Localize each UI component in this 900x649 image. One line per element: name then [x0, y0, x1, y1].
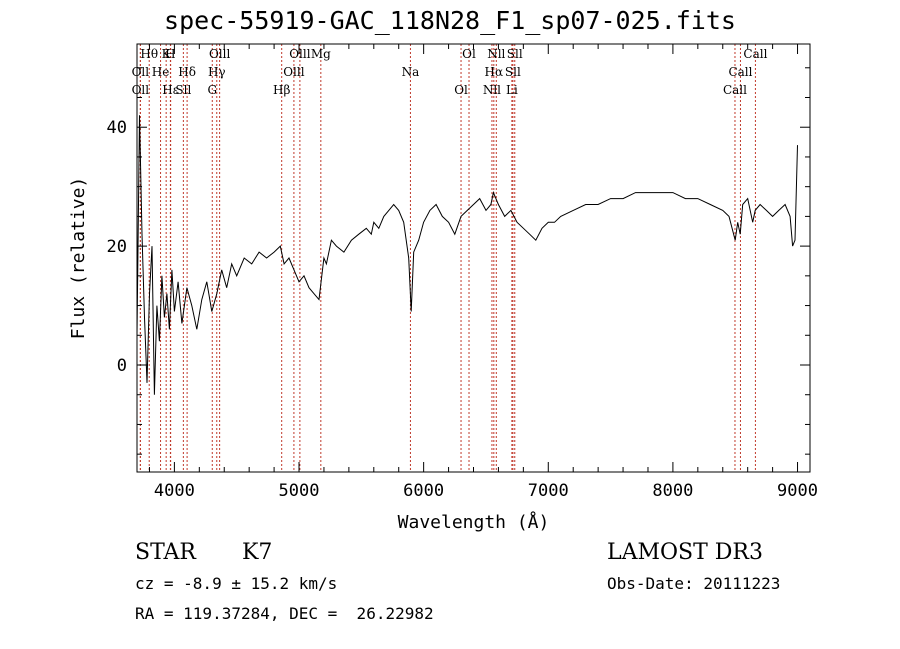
line-labels: Hθ Oll Oll K He Hε HHδ Sll Olll Hγ G Olll Olll Hβ Mg Na…	[132, 47, 768, 97]
spectral-line-label: Oll	[132, 65, 150, 79]
spectral-line-label: Nll	[487, 47, 505, 61]
spectral-line-label: Olll	[289, 47, 311, 61]
spectrum-line	[136, 115, 798, 395]
x-tick-label: 9000	[777, 481, 818, 501]
object-class: STAR	[135, 540, 196, 565]
y-tick-label: 20	[107, 237, 127, 257]
spectral-line-label: Call	[743, 47, 767, 61]
subclass: K7	[242, 540, 273, 565]
spectral-line-label: Sll	[505, 65, 521, 79]
x-tick-label: 7000	[528, 481, 569, 501]
spectral-line-label: Hθ	[140, 47, 158, 61]
spectral-line-label: Ol	[454, 83, 468, 97]
spectral-line-label: Hγ	[208, 65, 226, 79]
y-tick-label: 0	[117, 356, 127, 376]
spectral-line-label: Olll	[209, 47, 231, 61]
obs-date: Obs-Date: 20111223	[607, 574, 781, 593]
spectral-line-label: Oll	[132, 83, 150, 97]
spectral-line-label: Nll	[483, 83, 501, 97]
spectral-line-label: Call	[728, 65, 752, 79]
x-axis-label: Wavelength (Å)	[398, 511, 550, 533]
spectral-line-label: Na	[402, 65, 420, 79]
spectral-line-label: Sll	[175, 83, 191, 97]
plot-frame	[136, 43, 811, 473]
spectral-line-label: Hα	[485, 65, 504, 79]
x-tick-label: 6000	[403, 481, 444, 501]
spectral-line-label: He	[152, 65, 170, 79]
axis-ticks: 4000 5000 6000 7000 8000 9000 0 20 40	[107, 44, 818, 501]
spectral-line-label: Hδ	[178, 65, 196, 79]
series-layer	[136, 115, 798, 395]
x-tick-label: 5000	[279, 481, 320, 501]
coordinates: RA = 119.37284, DEC = 26.22982	[135, 604, 434, 623]
spectral-line-label: Li	[506, 83, 518, 97]
spectral-line-label: Mg	[311, 47, 331, 61]
spectral-line-label: Call	[723, 83, 747, 97]
spectral-line-label: Hβ	[273, 83, 290, 97]
spectral-lines	[139, 44, 756, 472]
spectral-line-label: G	[207, 83, 217, 97]
spectral-line-label: H	[165, 47, 175, 61]
spectral-line-label: Ol	[462, 47, 476, 61]
spectral-line-label: Hε	[162, 83, 179, 97]
spectral-line-label: Sll	[507, 47, 523, 61]
x-tick-label: 4000	[154, 481, 195, 501]
redshift-text: cz = -8.9 ± 15.2 km/s	[135, 574, 338, 593]
chart-title: spec-55919-GAC_118N28_F1_sp07-025.fits	[164, 6, 736, 35]
y-tick-label: 40	[107, 118, 127, 138]
x-tick-label: 8000	[652, 481, 693, 501]
spectral-line-label: Olll	[283, 65, 305, 79]
spectral-line-label: K	[162, 47, 172, 61]
survey-name: LAMOST DR3	[607, 540, 763, 565]
y-axis-label: Flux (relative)	[68, 177, 89, 340]
